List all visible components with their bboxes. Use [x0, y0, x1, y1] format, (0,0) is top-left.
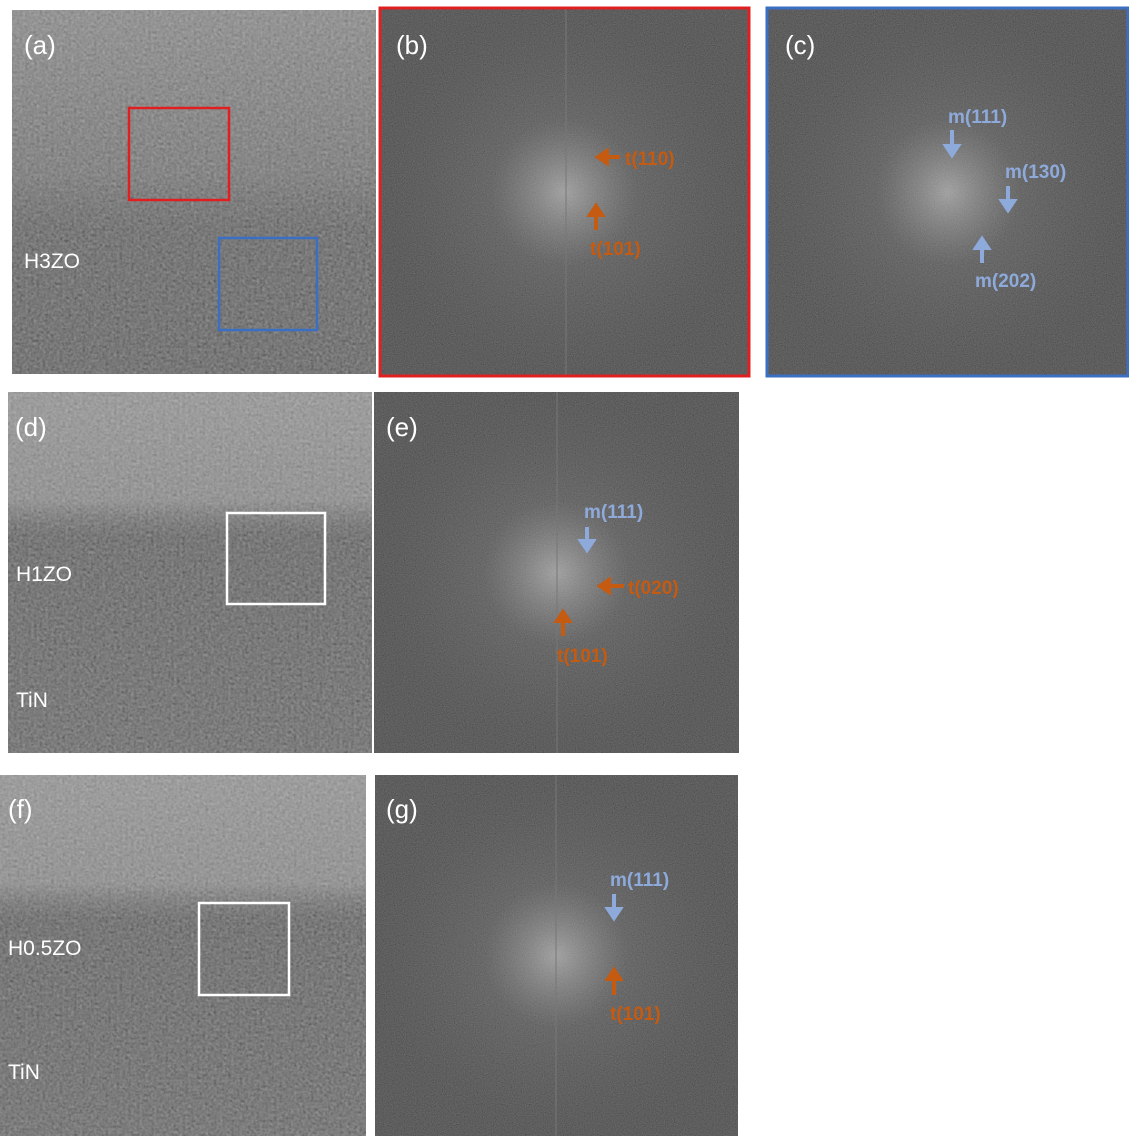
panel-label: (b) [396, 30, 428, 60]
sample-label: TiN [8, 1061, 40, 1084]
panel-f: (f) H0.5ZO TiN [0, 775, 366, 1136]
sample-label: TiN [16, 689, 48, 712]
figure: (a) H3ZO (b) t(110) t(101) (c) m(111) m(… [0, 0, 1129, 1136]
panel-c: (c) m(111) m(130) m(202) [767, 8, 1129, 376]
panel-label: (d) [15, 412, 47, 442]
panel-b: (b) t(110) t(101) [380, 8, 749, 376]
panel-e: (e) m(111) t(020) t(101) [374, 392, 739, 753]
panel-label: (a) [24, 30, 56, 60]
panel-label: (e) [386, 412, 418, 442]
reflection-label: t(110) [625, 149, 675, 170]
reflection-label: m(111) [610, 870, 669, 891]
sample-label: H0.5ZO [8, 937, 82, 960]
reflection-label: m(111) [584, 502, 643, 523]
reflection-label: t(101) [557, 646, 608, 667]
reflection-label: m(111) [948, 107, 1007, 128]
panel-label: (f) [8, 794, 33, 824]
fft-image [380, 8, 749, 376]
sample-label: H1ZO [16, 563, 72, 586]
panel-d: (d) H1ZO TiN [8, 392, 372, 753]
reflection-label: t(101) [590, 239, 641, 260]
panel-label: (g) [386, 794, 418, 824]
panel-g: (g) m(111) t(101) [375, 775, 738, 1136]
reflection-label: m(202) [975, 271, 1036, 292]
tem-image [12, 10, 376, 374]
reflection-label: t(020) [628, 578, 679, 599]
fft-image [767, 8, 1129, 376]
reflection-label: m(130) [1005, 162, 1066, 183]
sample-label: H3ZO [24, 250, 80, 273]
panel-a: (a) H3ZO [12, 10, 376, 374]
reflection-label: t(101) [610, 1004, 661, 1025]
panel-label: (c) [785, 30, 815, 60]
